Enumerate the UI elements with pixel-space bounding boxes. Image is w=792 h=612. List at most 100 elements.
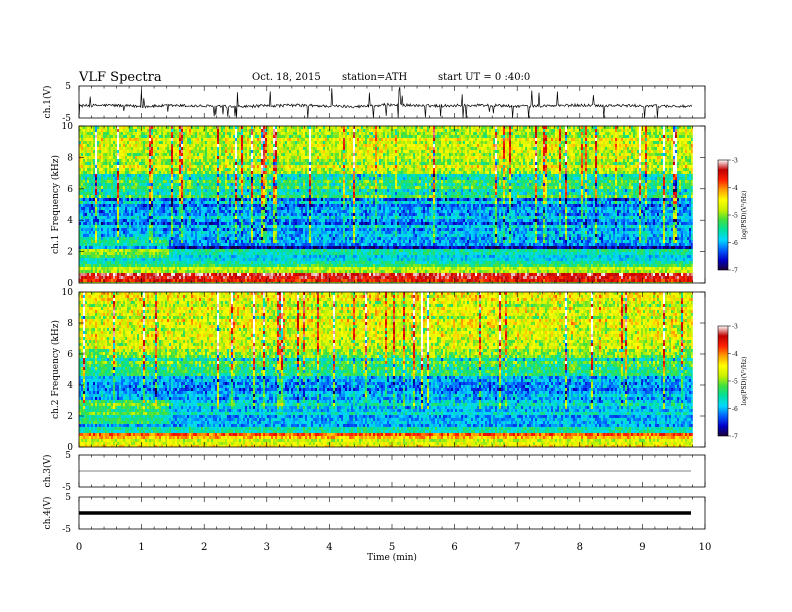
spectrogram-cell <box>629 132 631 135</box>
spectrogram-cell <box>505 126 507 129</box>
spectrogram-cell <box>151 141 153 144</box>
spectrogram-cell <box>293 171 295 174</box>
spectrogram-cell <box>453 153 455 156</box>
spectrogram-cell <box>499 132 501 135</box>
spectrogram-cell <box>365 165 367 168</box>
spectrogram-cell <box>307 156 309 159</box>
spectrogram-cell <box>667 144 669 147</box>
spectrogram-cell <box>125 150 127 153</box>
spectrogram-cell <box>265 162 267 165</box>
spectrogram-cell <box>313 129 315 132</box>
spectrogram-cell <box>419 141 421 144</box>
spectrogram-cell <box>429 153 431 156</box>
spectrogram-cell <box>369 159 371 162</box>
spectrogram-cell <box>383 156 385 159</box>
spectrogram-cell <box>101 174 103 177</box>
spectrogram-cell <box>603 150 605 153</box>
spectrogram-cell <box>603 156 605 159</box>
spectrogram-cell <box>629 153 631 156</box>
spectrogram-cell <box>471 153 473 156</box>
spectrogram-cell <box>369 153 371 156</box>
spectrogram-cell <box>563 168 565 171</box>
spectrogram-cell <box>465 153 467 156</box>
spectrogram-cell <box>435 135 437 138</box>
spectrogram-cell <box>259 159 261 162</box>
spectrogram-cell <box>177 159 179 162</box>
spectrogram-cell <box>393 153 395 156</box>
spectrogram-cell <box>425 162 427 165</box>
spectrogram-cell <box>381 162 383 165</box>
spectrogram-cell <box>331 129 333 132</box>
spectrogram-cell <box>367 156 369 159</box>
spectrogram-cell <box>145 153 147 156</box>
spectrogram-cell <box>111 147 113 150</box>
spectrogram-cell <box>661 126 663 129</box>
spectrogram-cell <box>531 150 533 153</box>
spectrogram-cell <box>461 141 463 144</box>
spectrogram-cell <box>389 138 391 141</box>
spectrogram-cell <box>521 144 523 147</box>
spectrogram-cell <box>229 165 231 168</box>
spectrogram-cell <box>599 150 601 153</box>
spectrogram-cell <box>371 156 373 159</box>
spectrogram-cell <box>601 150 603 153</box>
spectrogram-cell <box>123 159 125 162</box>
spectrogram-cell <box>415 147 417 150</box>
spectrogram-cell <box>681 147 683 150</box>
spectrogram-cell <box>129 174 131 177</box>
spectrogram-cell <box>87 168 89 171</box>
spectrogram-cell <box>637 126 639 129</box>
spectrogram-cell <box>155 156 157 159</box>
spectrogram-cell <box>161 126 163 129</box>
spectrogram-cell <box>363 150 365 153</box>
spectrogram-cell <box>187 135 189 138</box>
spectrogram-cell <box>289 138 291 141</box>
spectrogram-cell <box>665 126 667 129</box>
spectrogram-cell <box>185 174 187 177</box>
spectrogram-cell <box>429 132 431 135</box>
spectrogram-cell <box>131 126 133 129</box>
spectrogram-cell <box>299 168 301 171</box>
spectrogram-cell <box>291 156 293 159</box>
spectrogram-cell <box>155 162 157 165</box>
spectrogram-cell <box>289 165 291 168</box>
spectrogram-cell <box>283 141 285 144</box>
spectrogram-cell <box>339 150 341 153</box>
spectrogram-cell <box>225 129 227 132</box>
spectrogram-cell <box>595 141 597 144</box>
spectrogram-cell <box>369 147 371 150</box>
spectrogram-cell <box>567 162 569 165</box>
spectrogram-cell <box>211 150 213 153</box>
spectrogram-cell <box>607 132 609 135</box>
spectrogram-cell <box>393 165 395 168</box>
spectrogram-cell <box>535 138 537 141</box>
spectrogram-cell <box>363 126 365 129</box>
spectrogram-cell <box>371 150 373 153</box>
spectrogram-cell <box>149 135 151 138</box>
spectrogram-cell <box>113 156 115 159</box>
spectrogram-cell <box>451 144 453 147</box>
spectrogram-cell <box>149 168 151 171</box>
spectrogram-cell <box>311 144 313 147</box>
spectrogram-cell <box>417 144 419 147</box>
spectrogram-cell <box>399 168 401 171</box>
spectrogram-cell <box>103 144 105 147</box>
spectrogram-cell <box>183 150 185 153</box>
spectrogram-cell <box>173 141 175 144</box>
spectrogram-cell <box>131 156 133 159</box>
spectrogram-cell <box>589 132 591 135</box>
spectrogram-cell <box>323 153 325 156</box>
spectrogram-cell <box>319 162 321 165</box>
spectrogram-cell <box>509 168 511 171</box>
spectrogram-cell <box>405 129 407 132</box>
spectrogram-cell <box>189 150 191 153</box>
spectrogram-cell <box>579 135 581 138</box>
spectrogram-cell <box>641 171 643 174</box>
spectrogram-cell <box>389 141 391 144</box>
spectrogram-cell <box>331 132 333 135</box>
spectrogram-cell <box>193 138 195 141</box>
spectrogram-cell <box>265 135 267 138</box>
spectrogram-cell <box>577 138 579 141</box>
spectrogram-cell <box>583 171 585 174</box>
spectrogram-cell <box>573 168 575 171</box>
